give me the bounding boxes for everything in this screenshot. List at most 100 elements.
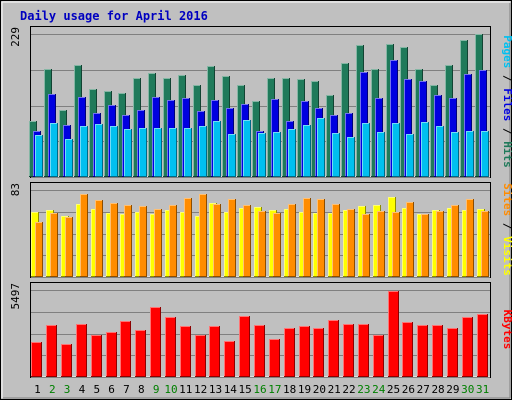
bar-pages-day-5 [95,124,103,177]
x-tick-label: 14 [224,383,238,396]
bar-sites-day-20 [317,199,325,277]
bar-sites-day-24 [377,211,385,277]
bar-pages-day-10 [169,128,177,177]
legend-usage-part-3: / [501,121,512,141]
bar-kbytes-day-27 [417,325,428,377]
bar-pages-day-13 [213,121,221,177]
bar-pages-day-28 [436,126,444,177]
bar-sites-day-18 [288,204,296,277]
legend-visits: Sites / Visits [501,183,512,276]
bar-kbytes-day-25 [388,291,399,377]
bar-pages-day-20 [317,118,325,177]
x-tick-label: 12 [194,383,207,396]
bar-sites-day-10 [169,205,177,277]
bar-sites-day-22 [347,209,355,277]
bar-kbytes-day-18 [284,328,295,377]
x-axis-labels: 1 2 3 4 5 6 7 8 9 10 11 12 13 14 15 16 17 18 19 20 21 22 23 24 2… [34,383,489,396]
bar-kbytes-day-30 [462,317,473,377]
legend-visits-part-2: Visits [501,236,512,276]
bar-pages-day-12 [199,126,207,177]
legend-usage-part-2: Files [501,88,512,121]
x-tick-label: 29 [446,383,459,396]
x-tick-label: 16 [253,383,266,396]
bar-sites-day-31 [481,211,489,277]
bar-kbytes-day-23 [358,324,369,377]
x-tick-label: 28 [431,383,444,396]
bar-kbytes-day-12 [195,335,206,377]
bar-pages-day-15 [243,120,251,177]
bar-kbytes-day-24 [373,335,384,377]
x-tick-label: 25 [387,383,400,396]
bar-kbytes-day-20 [313,328,324,377]
x-tick-label: 27 [417,383,430,396]
bar-pages-day-14 [228,134,236,177]
bar-pages-day-1 [35,135,43,177]
x-tick-label: 31 [476,383,489,396]
bar-pages-day-9 [154,128,162,177]
x-tick-label: 10 [164,383,177,396]
chart-panels: 229 Pages / Files / Hits 83 Sites / Visits 5… [9,26,512,378]
bar-kbytes-day-2 [46,325,57,377]
bar-sites-day-17 [273,213,281,277]
x-tick-label: 9 [153,383,160,396]
bar-pages-day-6 [110,126,118,177]
x-tick-label: 21 [328,383,341,396]
x-tick-label: 11 [179,383,192,396]
bar-sites-day-25 [392,212,400,277]
bar-files-day-30 [464,74,472,177]
panel-kbytes: 5497 KBytes [9,282,512,378]
bar-sites-day-1 [35,222,43,277]
x-tick-label: 1 [34,383,41,396]
x-tick-label: 17 [268,383,281,396]
bar-sites-day-27 [421,214,429,277]
bar-kbytes-day-7 [120,321,131,377]
bar-sites-day-9 [154,209,162,277]
bar-kbytes-day-11 [180,326,191,377]
bar-sites-day-15 [243,205,251,277]
legend-visits-part-1: / [501,216,512,236]
bar-pages-day-26 [406,134,414,177]
bar-pages-day-24 [377,132,385,177]
x-tick-label: 20 [313,383,326,396]
bar-pages-day-30 [466,131,474,177]
bar-pages-day-29 [451,132,459,177]
legend-usage-part-1: / [501,68,512,88]
legend-kbytes-part-0: KBytes [501,310,512,350]
bar-pages-day-8 [139,128,147,177]
bar-sites-day-7 [124,205,132,277]
bar-sites-day-21 [332,204,340,277]
bar-pages-day-17 [273,132,281,177]
y-max-label-visits: 83 [9,183,22,196]
legend-usage: Pages / Files / Hits [501,35,512,168]
bar-sites-day-3 [65,217,73,277]
bar-kbytes-day-19 [299,326,310,377]
bar-kbytes-day-6 [106,332,117,377]
bar-kbytes-day-31 [477,314,488,377]
x-tick-label: 5 [93,383,100,396]
bar-kbytes-day-13 [209,326,220,377]
series-pages [35,118,489,177]
bar-kbytes-day-5 [91,335,102,377]
bar-sites-day-29 [451,205,459,277]
panel-visits: 83 Sites / Visits [9,182,512,278]
bar-kbytes-day-22 [343,324,354,377]
bar-sites-day-13 [213,204,221,277]
legend-visits-part-0: Sites [501,183,512,216]
bar-sites-day-14 [228,199,236,277]
bar-kbytes-day-15 [239,316,250,377]
y-max-label-usage: 229 [9,27,22,47]
bar-kbytes-day-29 [447,328,458,377]
x-tick-label: 26 [402,383,415,396]
bar-kbytes-day-10 [165,317,176,377]
x-tick-label: 6 [108,383,115,396]
bar-sites-day-16 [258,211,266,277]
bar-pages-day-4 [80,126,88,177]
bar-sites-day-8 [139,206,147,277]
legend-usage-part-4: Hits [501,141,512,168]
x-tick-label: 8 [138,383,145,396]
bar-pages-day-3 [65,139,73,177]
bar-pages-day-27 [421,122,429,177]
bar-kbytes-day-8 [135,330,146,377]
bar-pages-day-31 [481,131,489,177]
bar-pages-day-21 [332,133,340,177]
